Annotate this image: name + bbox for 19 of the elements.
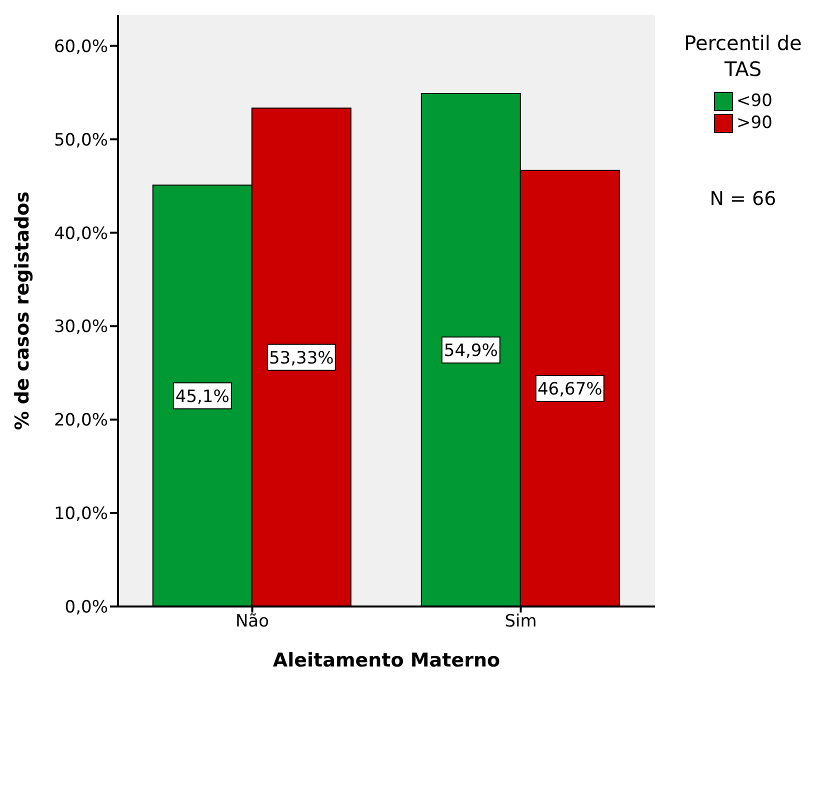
data-label: 53,33% bbox=[268, 348, 334, 368]
y-tick-label: 50,0% bbox=[54, 130, 108, 150]
x-axis-title: Aleitamento Materno bbox=[272, 650, 500, 672]
y-tick-label: 60,0% bbox=[54, 36, 108, 57]
y-tick-label: 30,0% bbox=[54, 317, 108, 338]
x-tick-label: Não bbox=[235, 612, 270, 632]
x-tick-label: Sim bbox=[504, 612, 537, 632]
y-tick-label: 20,0% bbox=[54, 410, 108, 431]
y-tick-label: 0,0% bbox=[64, 598, 108, 618]
legend-label: >90 bbox=[736, 112, 772, 134]
data-label: 46,67% bbox=[537, 379, 602, 400]
legend-label: <90 bbox=[736, 90, 772, 112]
data-label: 54,9% bbox=[444, 340, 498, 361]
y-tick-label: 40,0% bbox=[54, 224, 108, 244]
y-axis-title: % de casos registados bbox=[12, 191, 34, 430]
legend-title: Percentil de TAS bbox=[683, 30, 803, 82]
data-label: 45,1% bbox=[175, 386, 230, 407]
y-tick-label: 10,0% bbox=[54, 504, 108, 524]
text: N = 66 bbox=[708, 188, 778, 210]
